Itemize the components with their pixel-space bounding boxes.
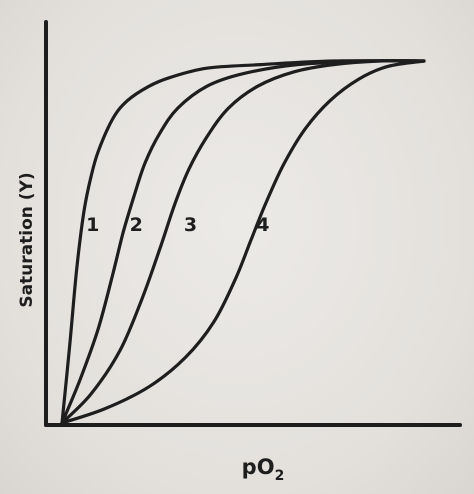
x-axis-title: pO2 xyxy=(242,455,285,484)
series-line-2 xyxy=(60,59,426,425)
series-line-1 xyxy=(60,59,426,425)
x-axis-title-subscript: 2 xyxy=(275,468,285,484)
x-axis-title-main: pO xyxy=(242,455,275,479)
series-line-4 xyxy=(60,59,426,425)
curve-labels-group: 1 2 3 4 xyxy=(86,214,269,236)
curve-label-3: 3 xyxy=(184,214,197,236)
curve-label-2: 2 xyxy=(130,214,143,236)
curve-label-1: 1 xyxy=(86,214,99,236)
series-line-3 xyxy=(60,59,426,425)
curve-label-4: 4 xyxy=(256,214,269,236)
y-axis-title: Saturation (Y) xyxy=(17,172,37,307)
curves-group xyxy=(60,59,426,425)
